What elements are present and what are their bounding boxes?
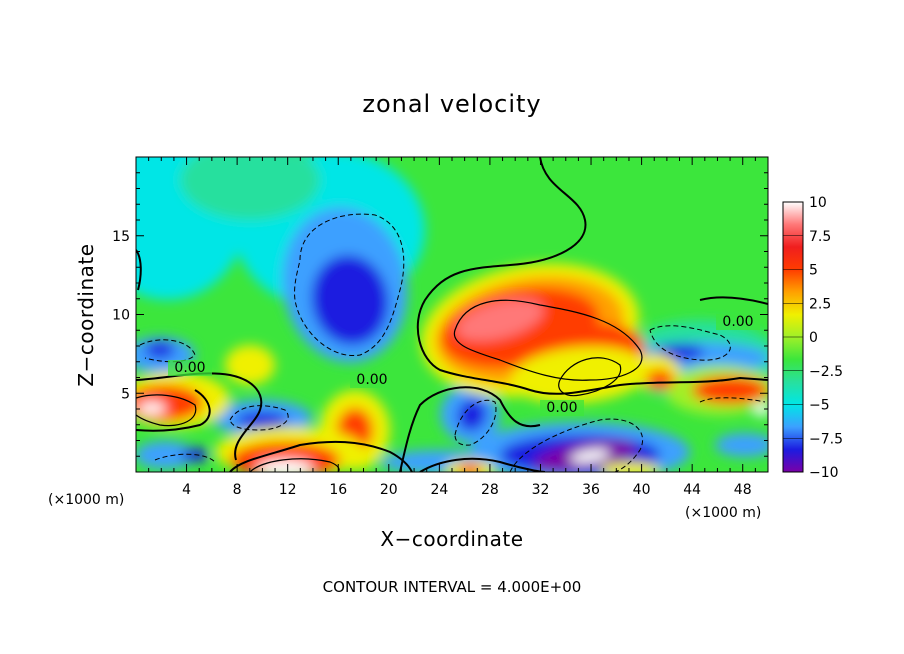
contour-label-bg	[540, 400, 584, 416]
contour-line-5	[419, 457, 546, 472]
x-tick-label: 32	[532, 482, 550, 498]
x-tick-label: 24	[430, 482, 448, 498]
contour-label: 0.00	[356, 372, 387, 388]
contour-labels: 0.00 0.00 0.00 0.00	[168, 314, 760, 416]
y-axis-label: Z−coordinate	[74, 243, 98, 386]
field-blob-42	[646, 370, 674, 390]
field-blob-39	[692, 376, 768, 404]
colorbar-label: −5	[809, 398, 830, 414]
field-blob-7	[145, 342, 175, 358]
colorbar-label: 10	[809, 195, 827, 211]
contour-label: 0.00	[546, 400, 577, 416]
contour-lines	[136, 157, 768, 472]
x-tick-label: 48	[734, 482, 752, 498]
x-unit-left: (×1000 m)	[48, 492, 124, 508]
x-tick-label: 28	[481, 482, 499, 498]
y-tick-label: 5	[121, 386, 130, 402]
contour-line-2	[229, 440, 413, 472]
colorbar: 10 7.5 5 2.5 0 −2.5 −5 −7.5 −10	[782, 195, 843, 481]
contour-line-4	[399, 386, 541, 472]
contour-line-0	[416, 157, 768, 395]
field-blob-40	[754, 404, 768, 416]
field-blob-11	[457, 399, 487, 431]
contour-line-14	[454, 399, 497, 446]
contour-line-6	[699, 296, 768, 305]
velocity-field	[136, 157, 768, 472]
field-blob-5	[311, 255, 389, 345]
x-unit-right: (×1000 m)	[685, 505, 761, 521]
field-blob-21	[715, 433, 768, 457]
x-tick-label: 36	[582, 482, 600, 498]
colorbar-label: −10	[809, 465, 839, 481]
contour-line-9	[558, 357, 622, 397]
contour-line-16	[649, 325, 731, 361]
field-blob-45	[600, 462, 660, 472]
contour-interval-note: CONTOUR INTERVAL = 4.000E+00	[323, 578, 582, 596]
contour-line-8	[453, 299, 643, 381]
field-blob-15	[570, 449, 610, 463]
x-tick-label: 12	[279, 482, 297, 498]
x-axis-label: X−coordinate	[380, 527, 523, 551]
contour-line-15	[509, 418, 643, 472]
contour-line-3	[136, 389, 211, 432]
contour-label-bg	[168, 360, 212, 376]
field-blob-33	[257, 460, 313, 472]
contour-line-19	[154, 453, 216, 463]
x-tick-label: 4	[182, 482, 191, 498]
field-blob-17	[656, 344, 704, 360]
plot-area	[136, 157, 768, 472]
field-blob-28	[510, 346, 650, 404]
contour-label: 0.00	[174, 360, 205, 376]
colorbar-label: 0	[809, 330, 818, 346]
colorbar-label: −2.5	[809, 364, 843, 380]
x-tick-label: 16	[329, 482, 347, 498]
contour-line-18	[699, 397, 766, 403]
colorbar-label: −7.5	[809, 431, 843, 447]
contour-label: 0.00	[722, 314, 753, 330]
contour-label-bg	[350, 372, 394, 388]
field-blob-18	[136, 441, 195, 469]
x-tick-label: 20	[380, 482, 398, 498]
y-tick-label: 10	[112, 308, 130, 324]
x-tick-label: 40	[633, 482, 651, 498]
field-blob-2	[180, 157, 320, 220]
field-blob-44	[458, 464, 482, 472]
x-tick-label: 8	[233, 482, 242, 498]
y-tick-label: 15	[112, 229, 130, 245]
contour-line-11	[249, 458, 340, 472]
contour-line-13	[229, 405, 289, 431]
colorbar-label: 7.5	[809, 229, 831, 245]
contour-line-10	[136, 394, 197, 427]
x-tick-label: 44	[683, 482, 701, 498]
contour-line-7	[136, 249, 142, 291]
field-blob-36	[138, 402, 166, 414]
colorbar-label: 2.5	[809, 296, 831, 312]
contour-label-bg	[716, 314, 760, 330]
chart-title: zonal velocity	[362, 90, 541, 118]
field-blob-37	[225, 345, 275, 385]
colorbar-label: 5	[809, 263, 818, 279]
field-blob-32	[230, 442, 340, 472]
contour-line-17	[139, 339, 196, 363]
field-blob-25	[456, 299, 544, 341]
field-blob-9	[236, 412, 288, 428]
